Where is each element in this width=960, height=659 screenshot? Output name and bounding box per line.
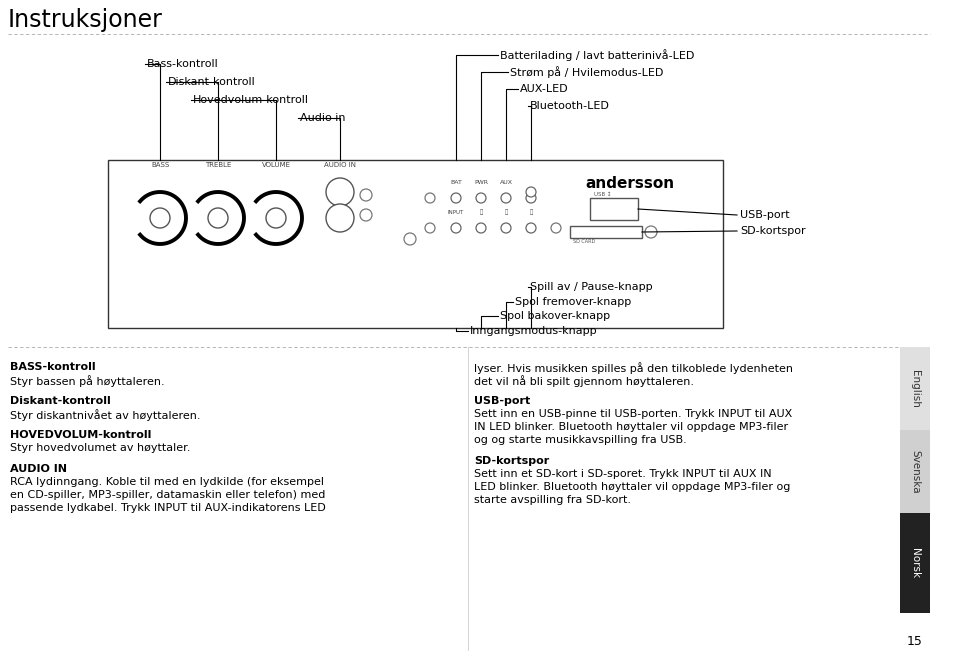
Circle shape [526,193,536,203]
Text: LED blinker. Bluetooth høyttaler vil oppdage MP3-filer og: LED blinker. Bluetooth høyttaler vil opp… [474,482,790,492]
Text: English: English [910,370,920,407]
Circle shape [451,193,461,203]
Text: BASS: BASS [151,162,169,168]
Text: Batterilading / lavt batterinivå-LED: Batterilading / lavt batterinivå-LED [500,49,694,61]
Text: Svenska: Svenska [910,449,920,494]
Circle shape [526,187,536,197]
Circle shape [326,204,354,232]
Text: Instruksjoner: Instruksjoner [8,8,163,32]
Text: BAT: BAT [450,180,462,185]
Circle shape [425,193,435,203]
Text: Strøm på / Hvilemodus-LED: Strøm på / Hvilemodus-LED [510,66,663,78]
Circle shape [551,223,561,233]
Text: Sett inn en USB-pinne til USB-porten. Trykk INPUT til AUX: Sett inn en USB-pinne til USB-porten. Tr… [474,409,792,419]
Text: Styr bassen på høyttaleren.: Styr bassen på høyttaleren. [10,375,164,387]
Text: lyser. Hvis musikken spilles på den tilkoblede lydenheten: lyser. Hvis musikken spilles på den tilk… [474,362,793,374]
Text: starte avspilling fra SD-kort.: starte avspilling fra SD-kort. [474,495,631,505]
Circle shape [526,223,536,233]
Text: USB-port: USB-port [740,210,790,220]
Text: Norsk: Norsk [910,548,920,578]
Text: andersson: andersson [586,175,675,190]
Text: SD-kortspor: SD-kortspor [474,456,549,466]
Circle shape [501,223,511,233]
Text: Spill av / Pause-knapp: Spill av / Pause-knapp [530,282,653,292]
Circle shape [476,193,486,203]
Text: VOLUME: VOLUME [261,162,291,168]
Text: 15: 15 [907,635,923,648]
Text: SD-kortspor: SD-kortspor [740,226,805,236]
Text: Hovedvolum-kontroll: Hovedvolum-kontroll [193,95,309,105]
Text: Sett inn et SD-kort i SD-sporet. Trykk INPUT til AUX IN: Sett inn et SD-kort i SD-sporet. Trykk I… [474,469,772,479]
Text: Audio in: Audio in [300,113,346,123]
Bar [900,513,930,613]
Text: USB-port: USB-port [474,396,530,406]
Circle shape [425,223,435,233]
Circle shape [404,233,416,245]
Text: INPUT: INPUT [448,210,464,215]
Circle shape [266,208,286,228]
Text: Inngangsmodus-knapp: Inngangsmodus-knapp [470,326,598,336]
Circle shape [476,223,486,233]
Text: AUDIO IN: AUDIO IN [10,464,67,474]
Text: en CD-spiller, MP3-spiller, datamaskin eller telefon) med: en CD-spiller, MP3-spiller, datamaskin e… [10,490,325,500]
Text: ⏭: ⏭ [504,210,508,215]
Text: AUDIO IN: AUDIO IN [324,162,356,168]
Circle shape [360,189,372,201]
Text: ⏯: ⏯ [529,210,533,215]
Circle shape [208,208,228,228]
Bar [570,226,642,238]
Circle shape [501,193,511,203]
Text: og og starte musikkavspilling fra USB.: og og starte musikkavspilling fra USB. [474,435,686,445]
Bar [108,160,723,328]
Circle shape [150,208,170,228]
Circle shape [360,209,372,221]
Text: TREBLE: TREBLE [204,162,231,168]
Bar [900,430,930,513]
Text: Styr hovedvolumet av høyttaler.: Styr hovedvolumet av høyttaler. [10,443,190,453]
Text: HOVEDVOLUM-kontroll: HOVEDVOLUM-kontroll [10,430,152,440]
Text: AUX-LED: AUX-LED [520,84,568,94]
Text: AUX: AUX [499,180,513,185]
Circle shape [326,178,354,206]
Text: Bass-kontroll: Bass-kontroll [147,59,219,69]
Circle shape [451,223,461,233]
Text: ⏮: ⏮ [479,210,483,215]
Text: det vil nå bli spilt gjennom høyttaleren.: det vil nå bli spilt gjennom høyttaleren… [474,375,694,387]
Text: USB ↕: USB ↕ [594,192,612,197]
Circle shape [645,226,657,238]
Text: BASS-kontroll: BASS-kontroll [10,362,96,372]
Text: SD CARD: SD CARD [573,239,595,244]
Bar [590,198,638,220]
Text: Spol fremover-knapp: Spol fremover-knapp [515,297,632,307]
Text: passende lydkabel. Trykk INPUT til AUX-indikatorens LED: passende lydkabel. Trykk INPUT til AUX-i… [10,503,325,513]
Text: Styr diskantnivået av høyttaleren.: Styr diskantnivået av høyttaleren. [10,409,201,421]
Text: RCA lydinngang. Koble til med en lydkilde (for eksempel: RCA lydinngang. Koble til med en lydkild… [10,477,324,487]
Text: IN LED blinker. Bluetooth høyttaler vil oppdage MP3-filer: IN LED blinker. Bluetooth høyttaler vil … [474,422,788,432]
Text: Spol bakover-knapp: Spol bakover-knapp [500,311,611,321]
Bar [900,347,930,430]
Text: PWR: PWR [474,180,488,185]
Text: Bluetooth-LED: Bluetooth-LED [530,101,610,111]
Text: Diskant-kontroll: Diskant-kontroll [168,77,255,87]
Text: Diskant-kontroll: Diskant-kontroll [10,396,110,406]
